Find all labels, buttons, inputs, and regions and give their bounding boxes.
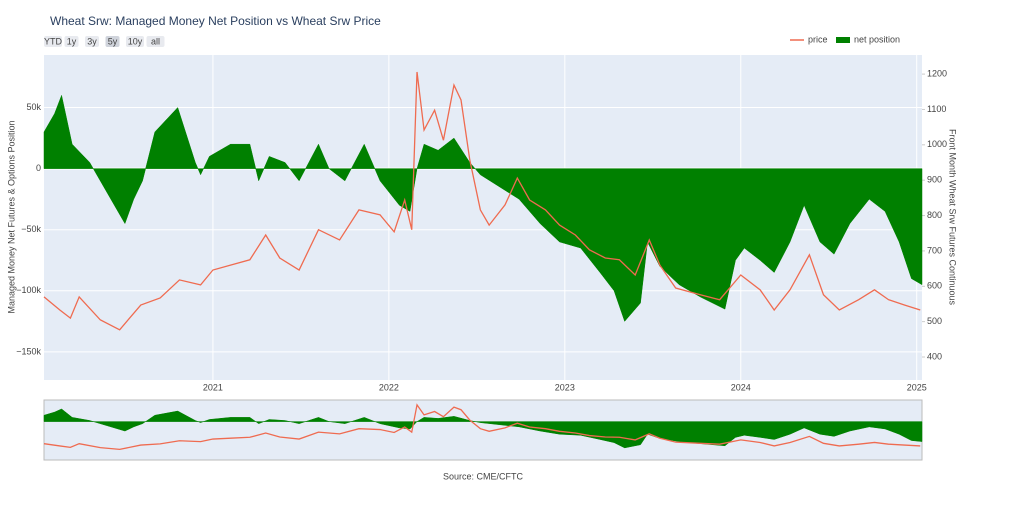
x-tick-label: 2024 (731, 382, 751, 392)
y2-tick-label: 500 (927, 316, 942, 326)
y-axis-title: Managed Money Net Futures & Options Posi… (6, 120, 16, 313)
y2-tick-label: 1100 (927, 104, 946, 114)
price-line (43, 71, 921, 331)
range-button-label[interactable]: 10y (128, 36, 143, 46)
y2-tick-label: 1000 (927, 139, 947, 149)
range-button-label[interactable]: 1y (67, 36, 77, 46)
legend-swatch (836, 37, 850, 43)
legend-label[interactable]: price (808, 34, 828, 44)
range-button[interactable] (64, 36, 79, 47)
range-button[interactable] (126, 36, 144, 47)
x-tick-label: 2023 (555, 382, 575, 392)
y-tick-label: 50k (26, 102, 41, 112)
y2-tick-label: 400 (927, 351, 942, 361)
chart-title: Wheat Srw: Managed Money Net Position vs… (50, 14, 381, 28)
range-button[interactable] (146, 36, 165, 47)
range-button-label[interactable]: 5y (108, 36, 118, 46)
y-tick-label: −50k (21, 224, 41, 234)
y2-tick-label: 700 (927, 245, 942, 255)
y2-axis-title: Front Month Wheat Srw Futures Continuous (948, 129, 958, 306)
source-note: Source: CME/CFTC (443, 471, 524, 481)
x-tick-label: 2021 (203, 382, 223, 392)
x-tick-label: 2022 (379, 382, 399, 392)
y-tick-label: −150k (16, 346, 41, 356)
y2-tick-label: 600 (927, 281, 942, 291)
y2-tick-label: 1200 (927, 68, 947, 78)
net-position-area (43, 408, 923, 449)
price-line (43, 403, 921, 451)
range-button-label[interactable]: all (151, 36, 160, 46)
x-tick-label: 2025 (907, 382, 927, 392)
y2-tick-label: 800 (927, 210, 942, 220)
legend-label[interactable]: net position (854, 34, 900, 44)
range-button[interactable] (44, 36, 62, 47)
y2-tick-label: 900 (927, 175, 942, 185)
range-button-label[interactable]: YTD (44, 36, 63, 46)
net-position-area (43, 94, 923, 322)
range-button[interactable] (105, 36, 120, 47)
y-tick-label: 0 (36, 163, 41, 173)
y-tick-label: −100k (16, 285, 41, 295)
range-button[interactable] (85, 36, 99, 47)
range-button-label[interactable]: 3y (87, 36, 97, 46)
